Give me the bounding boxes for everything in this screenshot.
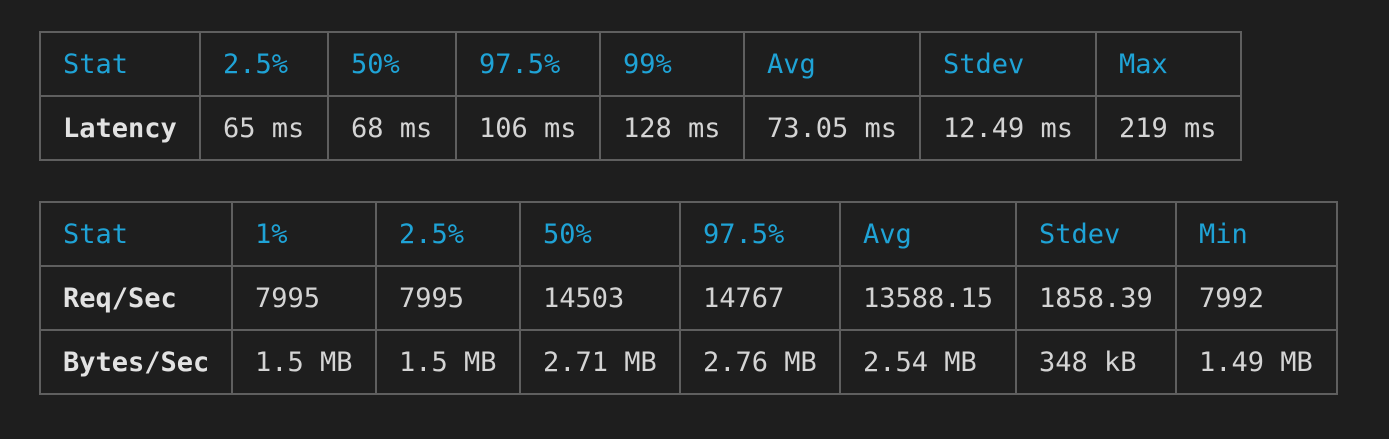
- req-sec-cell-p97-5: 14767: [679, 265, 841, 331]
- latency-header-max: Max: [1095, 31, 1242, 97]
- throughput-header-stat: Stat: [39, 201, 233, 267]
- req-sec-row: Req/Sec 7995 7995 14503 14767 13588.15 1…: [39, 265, 1338, 331]
- req-sec-cell-p1: 7995: [231, 265, 377, 331]
- latency-cell-avg: 73.05 ms: [743, 95, 921, 161]
- req-sec-cell-p50: 14503: [519, 265, 681, 331]
- throughput-header-p97-5: 97.5%: [679, 201, 841, 267]
- req-sec-cell-stdev: 1858.39: [1015, 265, 1177, 331]
- latency-header-p50: 50%: [327, 31, 457, 97]
- latency-header-stdev: Stdev: [919, 31, 1097, 97]
- throughput-table: Stat 1% 2.5% 50% 97.5% Avg Stdev Min Req…: [39, 201, 1338, 395]
- req-sec-cell-avg: 13588.15: [839, 265, 1017, 331]
- latency-table: Stat 2.5% 50% 97.5% 99% Avg Stdev Max La…: [39, 31, 1242, 161]
- bytes-sec-row: Bytes/Sec 1.5 MB 1.5 MB 2.71 MB 2.76 MB …: [39, 329, 1338, 395]
- bytes-sec-cell-p97-5: 2.76 MB: [679, 329, 841, 395]
- latency-cell-p50: 68 ms: [327, 95, 457, 161]
- throughput-header-avg: Avg: [839, 201, 1017, 267]
- latency-row: Latency 65 ms 68 ms 106 ms 128 ms 73.05 …: [39, 95, 1242, 161]
- latency-cell-max: 219 ms: [1095, 95, 1242, 161]
- latency-header-row: Stat 2.5% 50% 97.5% 99% Avg Stdev Max: [39, 31, 1242, 97]
- throughput-header-row: Stat 1% 2.5% 50% 97.5% Avg Stdev Min: [39, 201, 1338, 267]
- req-sec-row-label: Req/Sec: [39, 265, 233, 331]
- latency-cell-p97-5: 106 ms: [455, 95, 601, 161]
- latency-cell-stdev: 12.49 ms: [919, 95, 1097, 161]
- latency-row-label: Latency: [39, 95, 201, 161]
- req-sec-cell-min: 7992: [1175, 265, 1338, 331]
- latency-cell-p2-5: 65 ms: [199, 95, 329, 161]
- bytes-sec-cell-avg: 2.54 MB: [839, 329, 1017, 395]
- latency-header-avg: Avg: [743, 31, 921, 97]
- bytes-sec-row-label: Bytes/Sec: [39, 329, 233, 395]
- throughput-header-p1: 1%: [231, 201, 377, 267]
- latency-header-p99: 99%: [599, 31, 745, 97]
- throughput-header-p50: 50%: [519, 201, 681, 267]
- bytes-sec-cell-min: 1.49 MB: [1175, 329, 1338, 395]
- latency-header-p2-5: 2.5%: [199, 31, 329, 97]
- latency-cell-p99: 128 ms: [599, 95, 745, 161]
- bytes-sec-cell-p2-5: 1.5 MB: [375, 329, 521, 395]
- latency-header-p97-5: 97.5%: [455, 31, 601, 97]
- bytes-sec-cell-p50: 2.71 MB: [519, 329, 681, 395]
- bytes-sec-cell-p1: 1.5 MB: [231, 329, 377, 395]
- throughput-header-p2-5: 2.5%: [375, 201, 521, 267]
- throughput-header-min: Min: [1175, 201, 1338, 267]
- req-sec-cell-p2-5: 7995: [375, 265, 521, 331]
- latency-header-stat: Stat: [39, 31, 201, 97]
- throughput-header-stdev: Stdev: [1015, 201, 1177, 267]
- bytes-sec-cell-stdev: 348 kB: [1015, 329, 1177, 395]
